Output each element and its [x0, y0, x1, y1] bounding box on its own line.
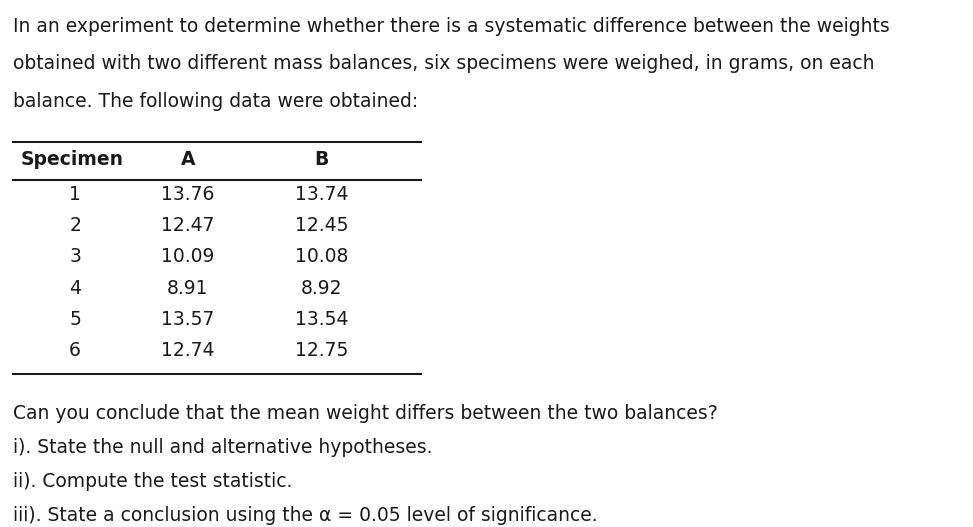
Text: 4: 4 [69, 279, 81, 298]
Text: 12.45: 12.45 [295, 216, 348, 235]
Text: A: A [181, 150, 195, 169]
Text: 8.92: 8.92 [301, 279, 342, 298]
Text: 10.09: 10.09 [162, 247, 214, 266]
Text: B: B [314, 150, 329, 169]
Text: 10.08: 10.08 [295, 247, 348, 266]
Text: 6: 6 [69, 341, 81, 360]
Text: 13.76: 13.76 [162, 185, 214, 204]
Text: 2: 2 [69, 216, 81, 235]
Text: 12.47: 12.47 [161, 216, 214, 235]
Text: 13.57: 13.57 [162, 310, 214, 329]
Text: In an experiment to determine whether there is a systematic difference between t: In an experiment to determine whether th… [13, 17, 889, 36]
Text: 8.91: 8.91 [167, 279, 208, 298]
Text: 13.74: 13.74 [295, 185, 348, 204]
Text: i). State the null and alternative hypotheses.: i). State the null and alternative hypot… [13, 438, 432, 457]
Text: 5: 5 [69, 310, 81, 329]
Text: 1: 1 [69, 185, 81, 204]
Text: obtained with two different mass balances, six specimens were weighed, in grams,: obtained with two different mass balance… [13, 54, 874, 73]
Text: 12.75: 12.75 [295, 341, 348, 360]
Text: ii). Compute the test statistic.: ii). Compute the test statistic. [13, 472, 292, 491]
Text: 13.54: 13.54 [295, 310, 348, 329]
Text: 12.74: 12.74 [161, 341, 214, 360]
Text: balance. The following data were obtained:: balance. The following data were obtaine… [13, 92, 417, 111]
Text: Specimen: Specimen [20, 150, 124, 169]
Text: iii). State a conclusion using the α = 0.05 level of significance.: iii). State a conclusion using the α = 0… [13, 506, 597, 525]
Text: Can you conclude that the mean weight differs between the two balances?: Can you conclude that the mean weight di… [13, 404, 717, 423]
Text: 3: 3 [69, 247, 81, 266]
